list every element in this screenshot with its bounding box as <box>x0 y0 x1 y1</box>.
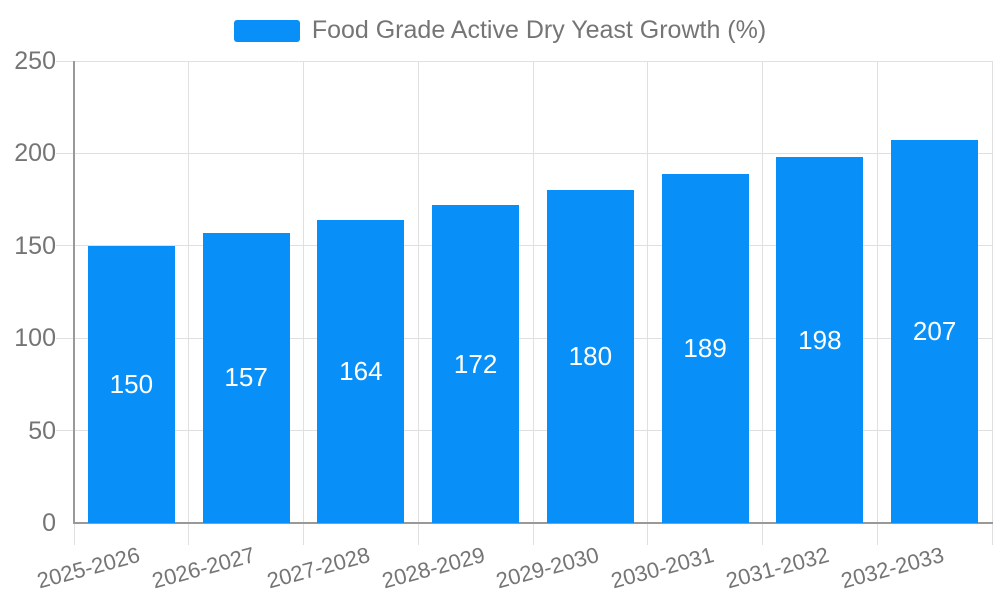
bar[interactable]: 172 <box>432 205 520 523</box>
y-axis-tick-label: 200 <box>14 139 56 168</box>
gridline-vertical <box>532 61 534 545</box>
gridline-vertical <box>991 61 993 545</box>
bar[interactable]: 150 <box>87 245 175 523</box>
gridline-horizontal <box>56 245 992 247</box>
gridline-horizontal <box>56 430 992 432</box>
x-axis-line <box>73 522 993 524</box>
legend[interactable]: Food Grade Active Dry Yeast Growth (%) <box>0 16 1000 45</box>
bar-value-label: 189 <box>683 332 727 363</box>
gridline-horizontal <box>56 152 992 154</box>
gridline-vertical <box>876 61 878 545</box>
bar-value-label: 157 <box>224 362 268 393</box>
y-axis-tick-label: 50 <box>28 416 56 445</box>
bar[interactable]: 164 <box>317 219 405 523</box>
gridline-horizontal <box>56 337 992 339</box>
y-axis-tick-label: 100 <box>14 324 56 353</box>
gridline-horizontal <box>56 60 992 62</box>
bar[interactable]: 180 <box>546 190 634 523</box>
y-axis-line <box>73 61 75 523</box>
bar-value-label: 150 <box>109 368 154 399</box>
bar-value-label: 207 <box>912 316 957 347</box>
gridline-vertical <box>417 61 419 545</box>
y-axis-tick-label: 250 <box>14 47 56 75</box>
bar[interactable]: 157 <box>202 232 290 523</box>
bar[interactable]: 189 <box>661 173 749 523</box>
bar-value-label: 172 <box>453 348 498 379</box>
gridline-vertical <box>647 61 649 545</box>
bar-value-label: 198 <box>798 324 842 355</box>
gridline-vertical <box>188 61 190 545</box>
plot-area: 0 50 100 150 200 250 150 157 164 172 180 189 198 207 2… <box>14 47 993 593</box>
bar[interactable]: 207 <box>891 140 979 523</box>
bar[interactable]: 198 <box>776 157 864 523</box>
y-axis-tick-label: 150 <box>14 231 56 260</box>
legend-swatch <box>233 19 300 42</box>
legend-label: Food Grade Active Dry Yeast Growth (%) <box>311 16 767 44</box>
gridline-vertical <box>762 61 763 545</box>
bar-value-label: 164 <box>339 355 383 386</box>
bar-value-label: 180 <box>568 341 613 372</box>
y-axis-tick-label: 0 <box>42 509 56 537</box>
gridline-vertical <box>303 61 304 545</box>
